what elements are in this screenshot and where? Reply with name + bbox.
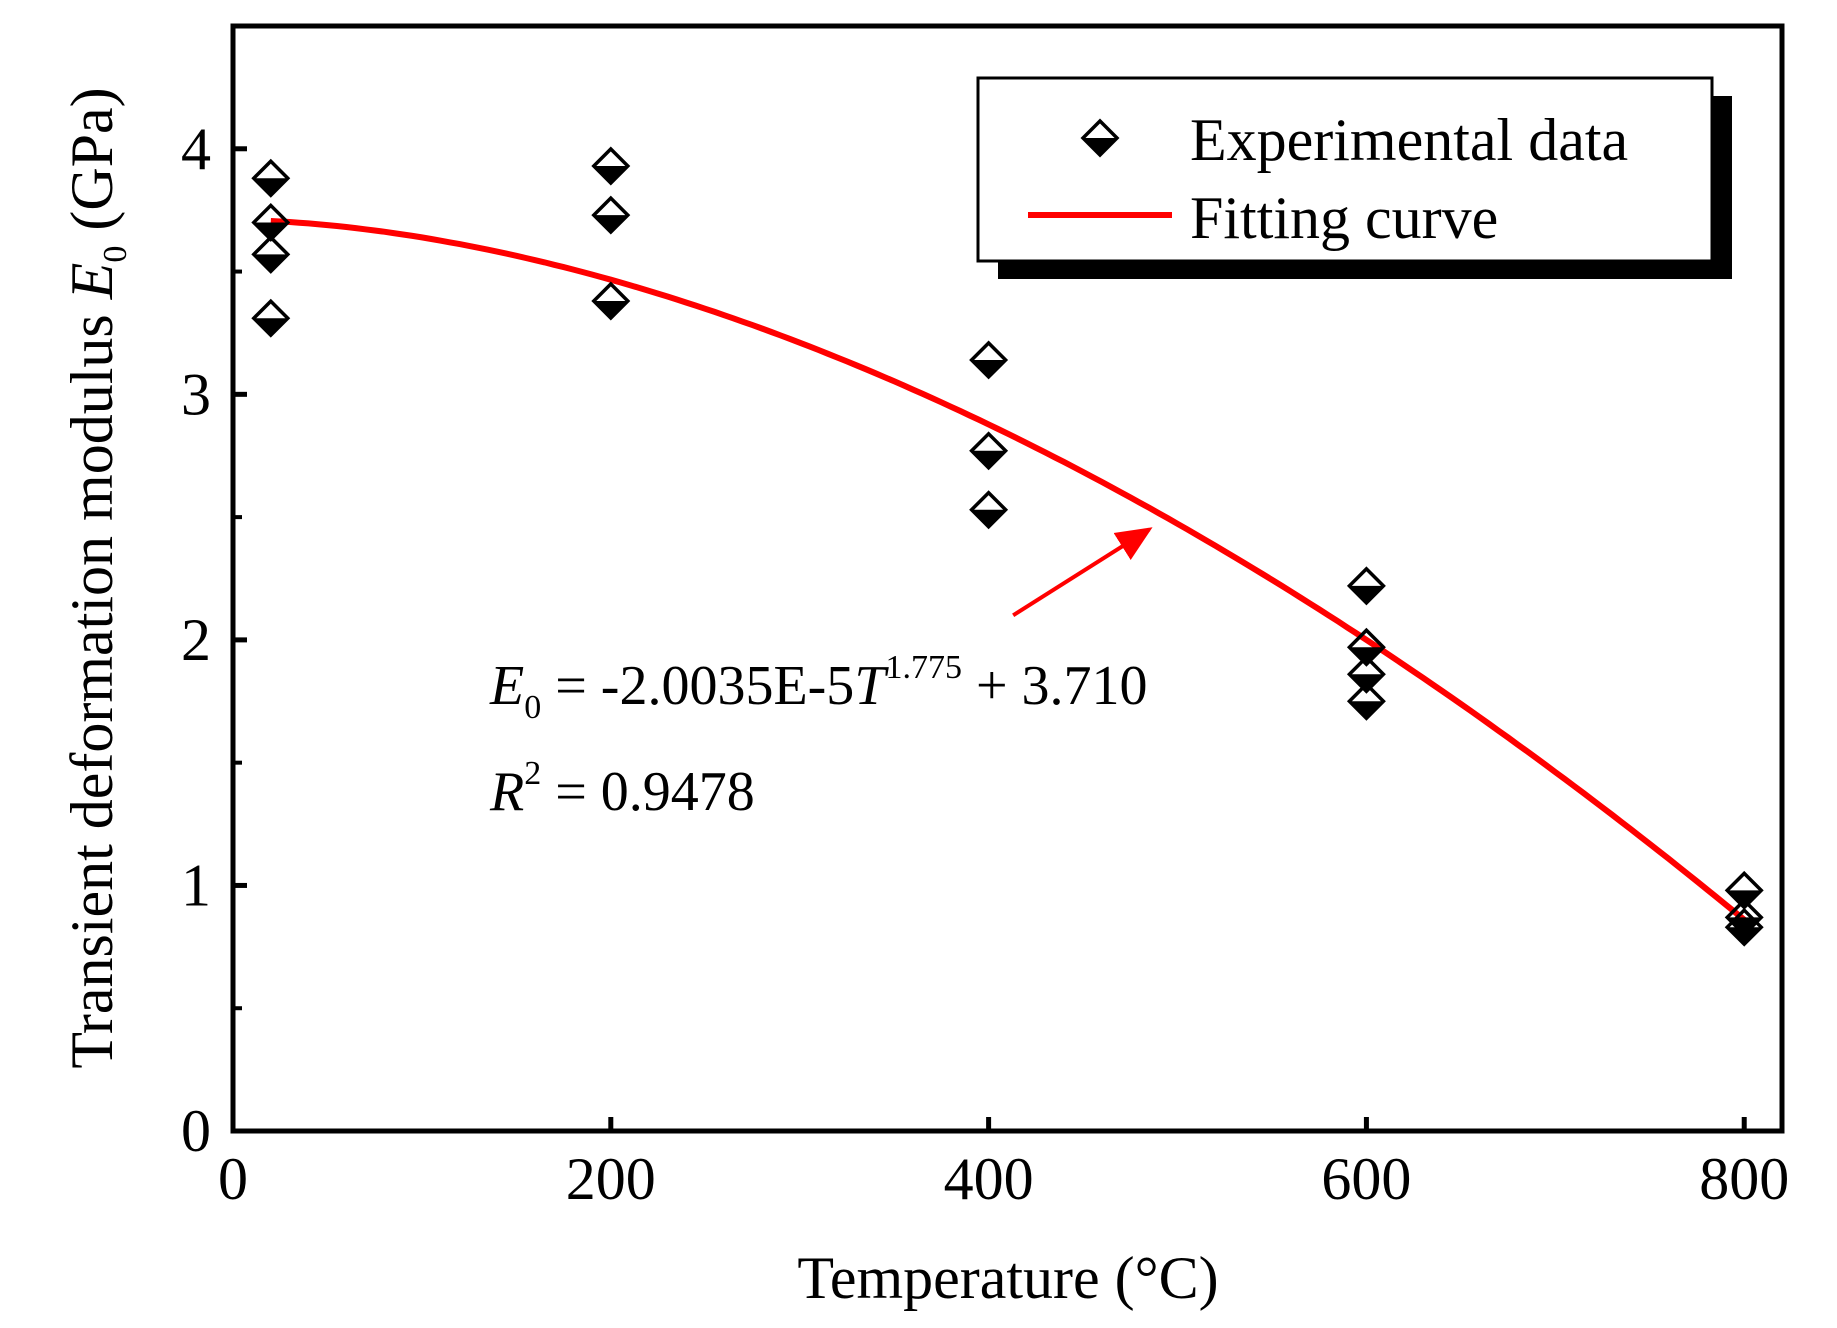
data-point — [1724, 907, 1764, 947]
data-point — [969, 340, 1009, 380]
legend-diamond — [1080, 118, 1120, 158]
data-point — [591, 146, 631, 186]
annotation-arrow — [1012, 527, 1153, 618]
data-point — [591, 195, 631, 235]
data-point — [251, 158, 291, 198]
x-tick-label: 800 — [1699, 1146, 1789, 1212]
data-point — [1346, 566, 1386, 606]
x-tick-label: 0 — [218, 1146, 248, 1212]
x-tick-label: 400 — [944, 1146, 1034, 1212]
data-point — [969, 490, 1009, 530]
fit-equation: E0 = -2.0035E-5T1.775 + 3.710 — [489, 649, 1148, 726]
y-axis-title: Transient deformation modulus E0 (GPa) — [59, 87, 134, 1068]
y-tick-label: 3 — [181, 361, 211, 427]
x-tick-label: 600 — [1321, 1146, 1411, 1212]
fitting-curve — [270, 218, 1747, 923]
data-point — [251, 202, 291, 242]
x-axis-title: Temperature (°C) — [797, 1245, 1218, 1311]
data-point — [969, 431, 1009, 471]
plot-frame — [230, 23, 1785, 1134]
x-axis: 0 200 400 600 800 — [218, 1117, 1789, 1212]
y-tick-label: 4 — [181, 116, 211, 182]
y-tick-label: 2 — [181, 607, 211, 673]
r-squared: R2 = 0.9478 — [489, 755, 755, 823]
data-point — [591, 281, 631, 321]
legend: Experimental data Fitting curve — [976, 76, 1732, 279]
y-tick-label: 0 — [181, 1098, 211, 1164]
legend-marker-experimental — [1080, 118, 1120, 158]
y-axis: 0 1 2 3 4 — [181, 116, 247, 1164]
data-point — [251, 234, 291, 274]
data-point — [1346, 681, 1386, 721]
y-tick-label: 1 — [181, 852, 211, 918]
x-tick-label: 200 — [566, 1146, 656, 1212]
legend-label-fitting: Fitting curve — [1190, 185, 1498, 251]
data-point — [251, 298, 291, 338]
legend-label-experimental: Experimental data — [1190, 107, 1628, 173]
legend-box — [976, 76, 1714, 263]
